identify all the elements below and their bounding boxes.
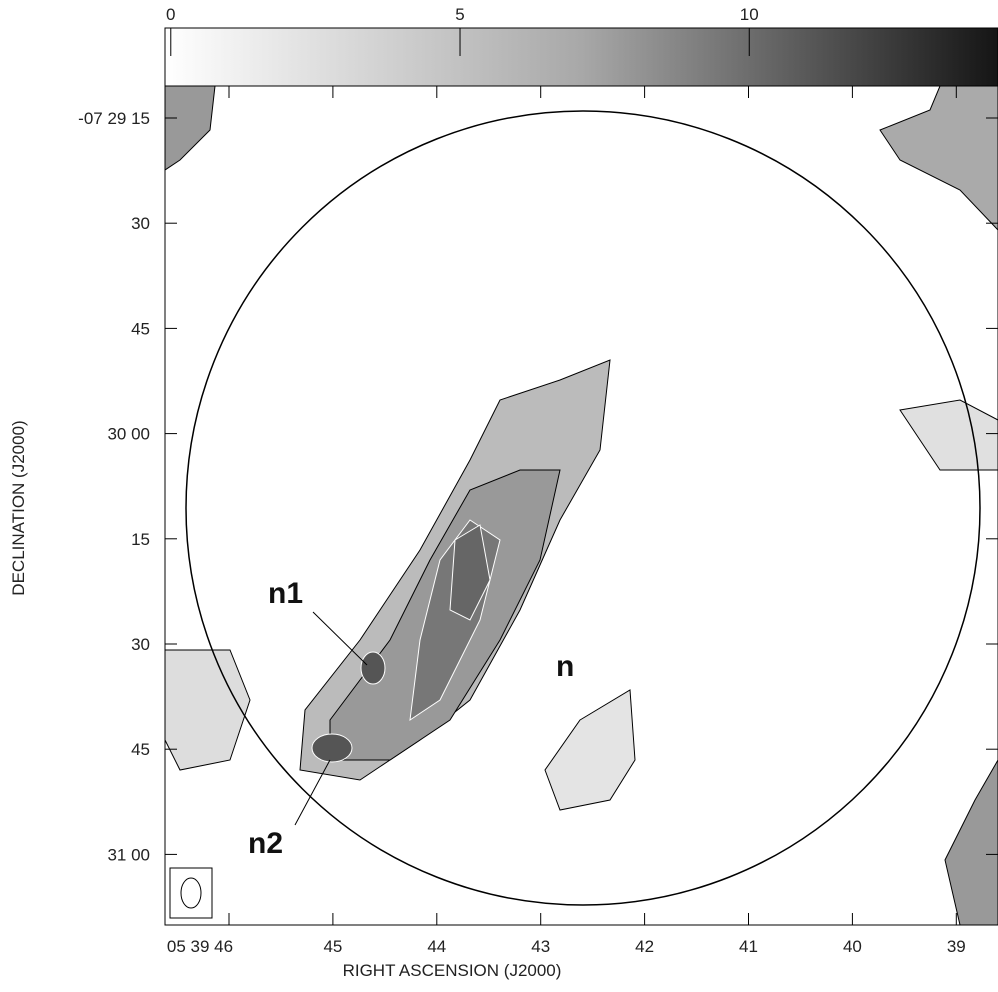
x-axis-label: RIGHT ASCENSION (J2000) [343, 961, 562, 980]
beam [180, 877, 202, 909]
colorbar [164, 27, 998, 87]
pointer [294, 759, 331, 826]
map [165, 86, 998, 925]
y-tick-label: 30 [131, 635, 150, 654]
label-n1: n1 [268, 577, 303, 610]
y-axis-label: DECLINATION (J2000) [9, 420, 28, 595]
beam-box [169, 867, 213, 919]
label-n: n [556, 650, 574, 683]
colorbar-tick-label: 0 [166, 5, 175, 24]
x-tick-label: 05 39 46 [167, 937, 233, 956]
x-tick-label: 41 [739, 937, 758, 956]
x-tick-label: 43 [531, 937, 550, 956]
label-n2: n2 [248, 827, 283, 860]
x-tick-label: 44 [427, 937, 446, 956]
pointer [312, 611, 368, 666]
y-tick-label: 45 [131, 740, 150, 759]
x-tick-label: 40 [843, 937, 862, 956]
y-tick-label: 30 00 [107, 425, 150, 444]
x-tick-label: 45 [323, 937, 342, 956]
y-tick-label: 30 [131, 214, 150, 233]
y-tick-label: 15 [131, 530, 150, 549]
y-tick-label: -07 29 15 [78, 109, 150, 128]
x-tick-label: 39 [947, 937, 966, 956]
colorbar-tick-label: 10 [740, 5, 759, 24]
y-tick-label: 45 [131, 319, 150, 338]
colorbar-tick-label: 5 [455, 5, 464, 24]
x-tick-label: 42 [635, 937, 654, 956]
y-tick-label: 31 00 [107, 845, 150, 864]
field-circle [185, 110, 981, 906]
